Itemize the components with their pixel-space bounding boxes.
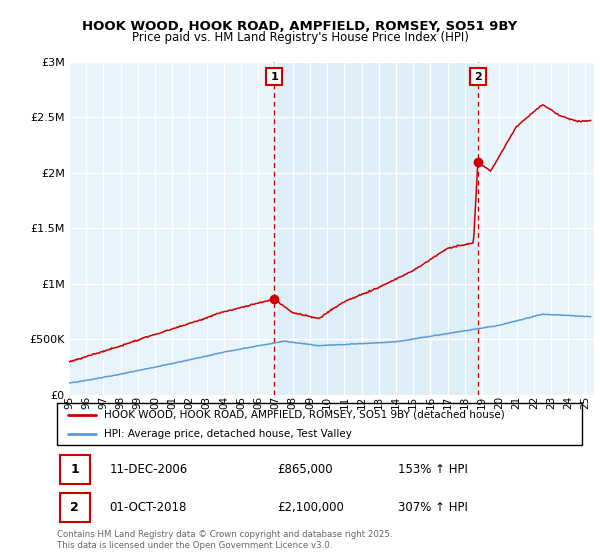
Text: HPI: Average price, detached house, Test Valley: HPI: Average price, detached house, Test… <box>104 429 352 439</box>
Text: 1: 1 <box>70 463 79 476</box>
Text: 2: 2 <box>70 501 79 514</box>
Text: 153% ↑ HPI: 153% ↑ HPI <box>398 463 468 476</box>
Text: 01-OCT-2018: 01-OCT-2018 <box>110 501 187 514</box>
Text: HOOK WOOD, HOOK ROAD, AMPFIELD, ROMSEY, SO51 9BY (detached house): HOOK WOOD, HOOK ROAD, AMPFIELD, ROMSEY, … <box>104 409 505 419</box>
Bar <box>59 455 90 483</box>
Bar <box>59 493 90 522</box>
Text: HOOK WOOD, HOOK ROAD, AMPFIELD, ROMSEY, SO51 9BY: HOOK WOOD, HOOK ROAD, AMPFIELD, ROMSEY, … <box>82 20 518 32</box>
Text: £2,100,000: £2,100,000 <box>277 501 344 514</box>
Bar <box>274 62 478 395</box>
Text: £865,000: £865,000 <box>277 463 333 476</box>
Text: Contains HM Land Registry data © Crown copyright and database right 2025.
This d: Contains HM Land Registry data © Crown c… <box>57 530 392 550</box>
Text: Price paid vs. HM Land Registry's House Price Index (HPI): Price paid vs. HM Land Registry's House … <box>131 31 469 44</box>
Text: 2: 2 <box>474 72 482 82</box>
Text: 307% ↑ HPI: 307% ↑ HPI <box>398 501 468 514</box>
Text: 11-DEC-2006: 11-DEC-2006 <box>110 463 188 476</box>
Text: 1: 1 <box>271 72 278 82</box>
